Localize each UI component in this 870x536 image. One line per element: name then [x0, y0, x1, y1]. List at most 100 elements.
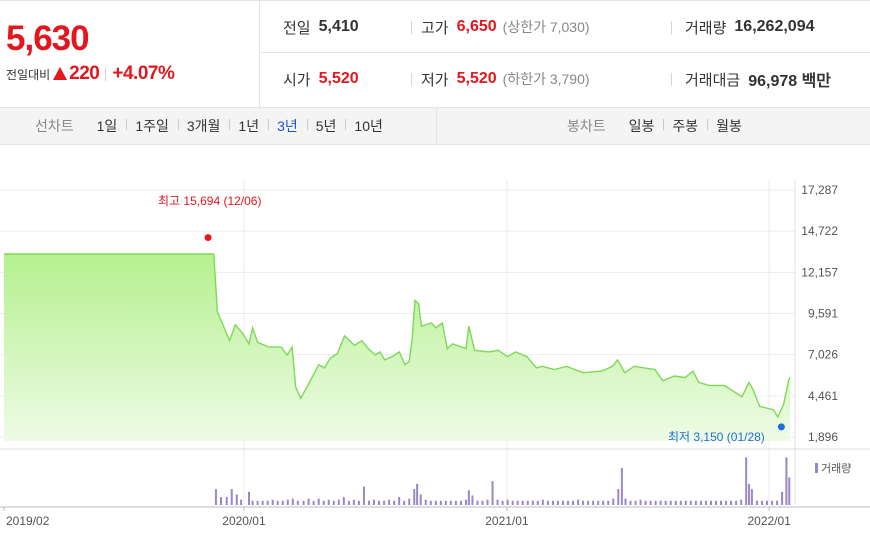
- chart-annotations: 최고 15,694 (12/06) 최저 3,150 (01/28) 거래량: [158, 194, 851, 475]
- tab-weekly[interactable]: 주봉: [663, 116, 707, 136]
- current-price: 5,630: [6, 19, 90, 58]
- volume-bar: [337, 499, 340, 505]
- volume-bar: [735, 500, 738, 505]
- volume-bar: [286, 499, 289, 505]
- volume-bar: [771, 500, 774, 505]
- volume-bar: [317, 498, 320, 505]
- tab-monthly[interactable]: 월봉: [707, 116, 751, 136]
- divider: [411, 73, 412, 86]
- volume-bar: [362, 486, 365, 505]
- volume-bar: [271, 499, 274, 505]
- volume-bar: [521, 500, 524, 505]
- tab-1y[interactable]: 1년: [229, 116, 268, 136]
- volume-bar: [766, 500, 769, 505]
- low-price: 저가 5,520 (하한가 3,790): [411, 53, 590, 105]
- volume-bar: [531, 500, 534, 505]
- high-label: 고가: [421, 19, 449, 37]
- triangle-up-icon: [53, 66, 68, 80]
- volume-bar: [501, 500, 504, 505]
- volume-bar: [755, 500, 758, 505]
- volume-bar: [332, 500, 335, 505]
- volume-bar: [526, 500, 529, 505]
- y-tick-label: 9,591: [808, 307, 838, 321]
- volume-bar: [476, 500, 479, 505]
- volume-bar: [403, 500, 406, 505]
- volume-bar: [266, 500, 269, 505]
- low-label: 저가: [421, 71, 449, 89]
- quote-details: 전일 5,410 고가 6,650 (상한가 7,030) 거래량 16,262…: [261, 1, 870, 107]
- volume-bar: [439, 500, 442, 505]
- volume: 거래량 16,262,094: [671, 1, 814, 53]
- open-label: 시가: [283, 71, 311, 89]
- volume-bar: [281, 500, 284, 505]
- volume-bar: [566, 500, 569, 505]
- divider: [671, 73, 672, 86]
- volume-bar: [730, 500, 733, 505]
- tab-1d[interactable]: 1일: [96, 118, 118, 134]
- y-tick-label: 7,026: [808, 348, 838, 362]
- volume-bar: [669, 500, 672, 505]
- volume-bar: [664, 500, 667, 505]
- volume-bar: [592, 500, 595, 505]
- volume-bar: [454, 500, 457, 505]
- volume-bar: [506, 499, 509, 505]
- prev-close-value: 5,410: [318, 18, 359, 35]
- tab-3m[interactable]: 3개월: [177, 116, 230, 136]
- volume-bar: [602, 500, 605, 505]
- open-value: 5,520: [318, 70, 359, 87]
- volume-bar: [256, 500, 259, 505]
- volume-bar: [378, 500, 381, 505]
- tab-daily[interactable]: 일봉: [628, 118, 655, 134]
- volume-bar: [607, 500, 610, 505]
- volume-bar: [785, 457, 788, 505]
- volume-bar: [612, 498, 615, 505]
- candle-chart-heading: 봉차트: [567, 118, 606, 134]
- chart-axes: 17,287 14,722 12,157 9,591 7,026 4,461 1,896 20…: [0, 180, 870, 528]
- volume-bar: [367, 500, 370, 505]
- volume-bar: [219, 497, 222, 505]
- volume-bar: [481, 500, 484, 505]
- open-price: 시가 5,520: [283, 53, 359, 105]
- volume-bar: [577, 499, 580, 505]
- volume-bar: [373, 499, 376, 505]
- volume-bar: [424, 499, 427, 505]
- volume-bar: [709, 500, 712, 505]
- high-marker: [204, 234, 212, 242]
- divider: [671, 21, 672, 34]
- y-tick-label: 4,461: [808, 389, 838, 403]
- volume-bar: [357, 500, 360, 505]
- change-label: 전일대비: [6, 67, 51, 82]
- volume-bar: [464, 499, 467, 505]
- volume-bar: [419, 494, 422, 505]
- volume-bar: [214, 489, 217, 505]
- volume-bar: [251, 500, 254, 505]
- trade-amount: 거래대금 96,978 백만: [671, 53, 831, 105]
- volume-bar: [449, 500, 452, 505]
- tab-3y[interactable]: 3년: [268, 116, 307, 136]
- volume-bar: [261, 500, 264, 505]
- volume-value: 16,262,094: [734, 18, 815, 35]
- y-tick-label: 1,896: [808, 430, 838, 444]
- volume-bar: [699, 500, 702, 505]
- volume-bar: [240, 499, 243, 505]
- prev-close-label: 전일: [283, 19, 311, 37]
- tab-5y[interactable]: 5년: [306, 116, 346, 136]
- volume-bar: [639, 499, 642, 505]
- volume-bar: [788, 477, 791, 505]
- tab-1w[interactable]: 1주일: [126, 116, 178, 136]
- volume-bar: [704, 500, 707, 505]
- tab-10y[interactable]: 10년: [345, 116, 391, 136]
- line-chart-heading: 선차트: [35, 118, 74, 134]
- volume-bar: [674, 500, 677, 505]
- legend-label: 거래량: [821, 462, 851, 475]
- volume-bar: [720, 500, 723, 505]
- volume-bar: [347, 500, 350, 505]
- volume-bar: [467, 490, 470, 505]
- volume-bar: [587, 500, 590, 505]
- volume-bar: [620, 467, 623, 505]
- volume-bar: [654, 500, 657, 505]
- volume-bar: [725, 500, 728, 505]
- y-tick-label: 12,157: [801, 265, 838, 279]
- volume-bar: [536, 500, 539, 505]
- high-annotation: 최고 15,694 (12/06): [158, 194, 261, 208]
